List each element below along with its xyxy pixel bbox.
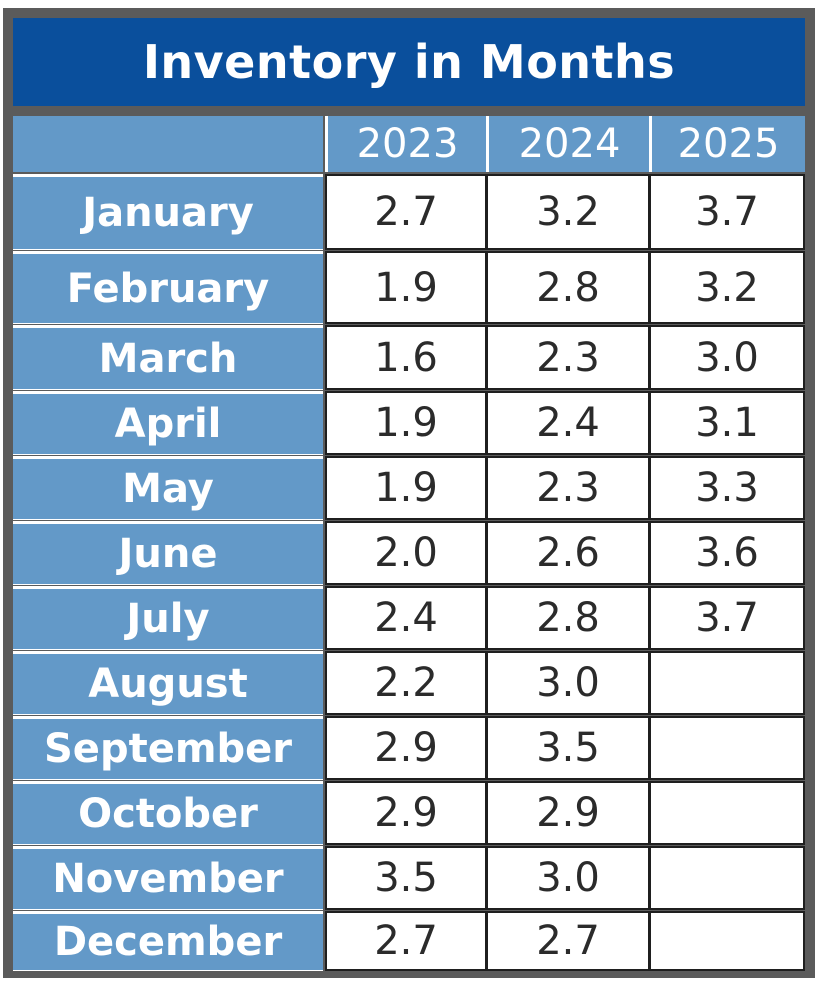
table-row: January 2.7 3.2 3.7 (13, 174, 805, 250)
value-cell: 3.7 (649, 586, 805, 650)
value-cell: 3.3 (649, 456, 805, 520)
value-cell: 2.4 (486, 391, 650, 455)
value-cell: 2.8 (486, 251, 650, 324)
row-label: March (13, 325, 323, 390)
value-cell: 2.7 (325, 174, 487, 250)
column-header: 2025 (649, 116, 805, 172)
value-cell: 2.3 (486, 456, 650, 520)
table-row: June 2.0 2.6 3.6 (13, 521, 805, 585)
value-cell: 1.9 (325, 456, 487, 520)
value-cell: 2.9 (325, 781, 487, 845)
table-row: February 1.9 2.8 3.2 (13, 251, 805, 324)
value-cell: 3.7 (649, 174, 805, 250)
value-cell (649, 651, 805, 715)
value-cell: 3.0 (486, 846, 650, 910)
table-row: August 2.2 3.0 (13, 651, 805, 715)
table-row: September 2.9 3.5 (13, 716, 805, 780)
table-frame: Inventory in Months 2023 2024 2025 January 2… (3, 8, 815, 978)
value-cell (649, 716, 805, 780)
row-label: May (13, 456, 323, 520)
table-row: July 2.4 2.8 3.7 (13, 586, 805, 650)
value-cell: 1.9 (325, 391, 487, 455)
table-title: Inventory in Months (13, 18, 805, 106)
header-corner (13, 116, 323, 172)
value-cell: 3.1 (649, 391, 805, 455)
table-row: November 3.5 3.0 (13, 846, 805, 910)
value-cell: 3.0 (649, 325, 805, 390)
value-cell: 3.6 (649, 521, 805, 585)
table-row: May 1.9 2.3 3.3 (13, 456, 805, 520)
value-cell (649, 781, 805, 845)
value-cell (649, 911, 805, 971)
column-header: 2024 (486, 116, 650, 172)
table-row: December 2.7 2.7 (13, 911, 805, 971)
row-label: September (13, 716, 323, 780)
row-label: August (13, 651, 323, 715)
row-label: October (13, 781, 323, 845)
value-cell: 1.9 (325, 251, 487, 324)
value-cell: 3.0 (486, 651, 650, 715)
table-row: April 1.9 2.4 3.1 (13, 391, 805, 455)
row-label: January (13, 174, 323, 250)
table-row: October 2.9 2.9 (13, 781, 805, 845)
value-cell: 2.7 (325, 911, 487, 971)
row-label: November (13, 846, 323, 910)
value-cell: 2.4 (325, 586, 487, 650)
row-label: June (13, 521, 323, 585)
value-cell: 2.2 (325, 651, 487, 715)
value-cell: 2.3 (486, 325, 650, 390)
row-label: April (13, 391, 323, 455)
value-cell: 3.5 (325, 846, 487, 910)
table-row: March 1.6 2.3 3.0 (13, 325, 805, 390)
value-cell: 2.6 (486, 521, 650, 585)
value-cell: 2.0 (325, 521, 487, 585)
value-cell: 2.9 (325, 716, 487, 780)
row-label: February (13, 251, 323, 324)
header-row: 2023 2024 2025 (13, 116, 805, 172)
value-cell (649, 846, 805, 910)
row-label: July (13, 586, 323, 650)
value-cell: 3.2 (649, 251, 805, 324)
value-cell: 2.7 (486, 911, 650, 971)
value-cell: 2.8 (486, 586, 650, 650)
value-cell: 3.2 (486, 174, 650, 250)
row-label: December (13, 911, 323, 971)
value-cell: 3.5 (486, 716, 650, 780)
value-cell: 2.9 (486, 781, 650, 845)
column-header: 2023 (325, 116, 487, 172)
value-cell: 1.6 (325, 325, 487, 390)
